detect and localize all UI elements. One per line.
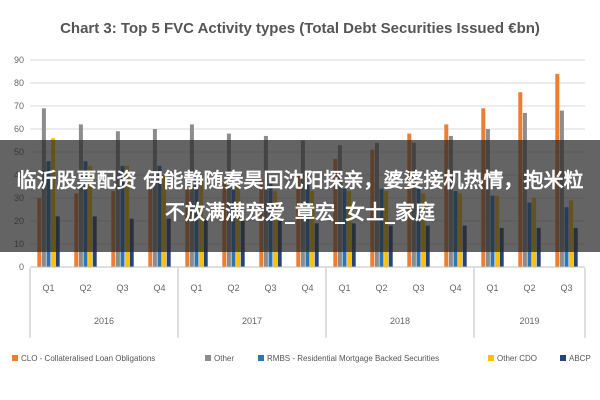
x-tick-label: Q3 — [116, 283, 128, 293]
x-group-label: 2019 — [519, 316, 539, 326]
x-group-label: 2018 — [390, 316, 410, 326]
y-tick-label: 0 — [19, 262, 24, 272]
x-tick-label: Q4 — [153, 283, 165, 293]
x-tick-label: Q1 — [42, 283, 54, 293]
legend: CLO - Collateralised Loan Obligations Oth… — [12, 354, 591, 363]
x-axis: Q1 Q2 Q3 Q4 Q1 Q2 Q3 Q4 Q1 Q2 Q3 Q4 Q1 Q2 Q3 2016 2017 20… — [29, 266, 586, 338]
y-tick-label: 70 — [14, 101, 24, 111]
chart-title: Chart 3: Top 5 FVC Activity types (Total… — [60, 20, 540, 37]
legend-swatch — [488, 355, 494, 361]
x-group-label: 2017 — [242, 316, 262, 326]
legend-swatch — [560, 355, 566, 361]
legend-label: CLO - Collateralised Loan Obligations — [21, 354, 155, 363]
caption-overlay: 临沂股票配资 伊能静随秦昊回沈阳探亲，婆婆接机热情，抱米粒不放满满宠爱_章宏_女… — [0, 140, 600, 252]
y-tick-label: 80 — [14, 78, 24, 88]
x-tick-label: Q4 — [301, 283, 313, 293]
y-tick-label: 90 — [14, 55, 24, 65]
legend-label: Other CDO — [497, 354, 537, 363]
legend-swatch — [258, 355, 264, 361]
x-tick-label: Q1 — [486, 283, 498, 293]
legend-label: Other — [214, 354, 234, 363]
x-tick-label: Q2 — [523, 283, 535, 293]
overlay-caption: 临沂股票配资 伊能静随秦昊回沈阳探亲，婆婆接机热情，抱米粒不放满满宠爱_章宏_女… — [16, 168, 584, 224]
x-tick-label: Q3 — [264, 283, 276, 293]
x-tick-label: Q3 — [560, 283, 572, 293]
legend-label: RMBS - Residential Mortgage Backed Secur… — [267, 354, 439, 363]
x-group-label: 2016 — [94, 316, 114, 326]
y-tick-label: 60 — [14, 124, 24, 134]
x-tick-label: Q1 — [190, 283, 202, 293]
legend-label: ABCP — [569, 354, 591, 363]
legend-swatch — [205, 355, 211, 361]
x-tick-label: Q4 — [449, 283, 461, 293]
x-tick-label: Q2 — [375, 283, 387, 293]
x-tick-label: Q1 — [338, 283, 350, 293]
x-tick-label: Q3 — [412, 283, 424, 293]
legend-swatch — [12, 355, 18, 361]
x-tick-label: Q2 — [227, 283, 239, 293]
x-tick-label: Q2 — [79, 283, 91, 293]
